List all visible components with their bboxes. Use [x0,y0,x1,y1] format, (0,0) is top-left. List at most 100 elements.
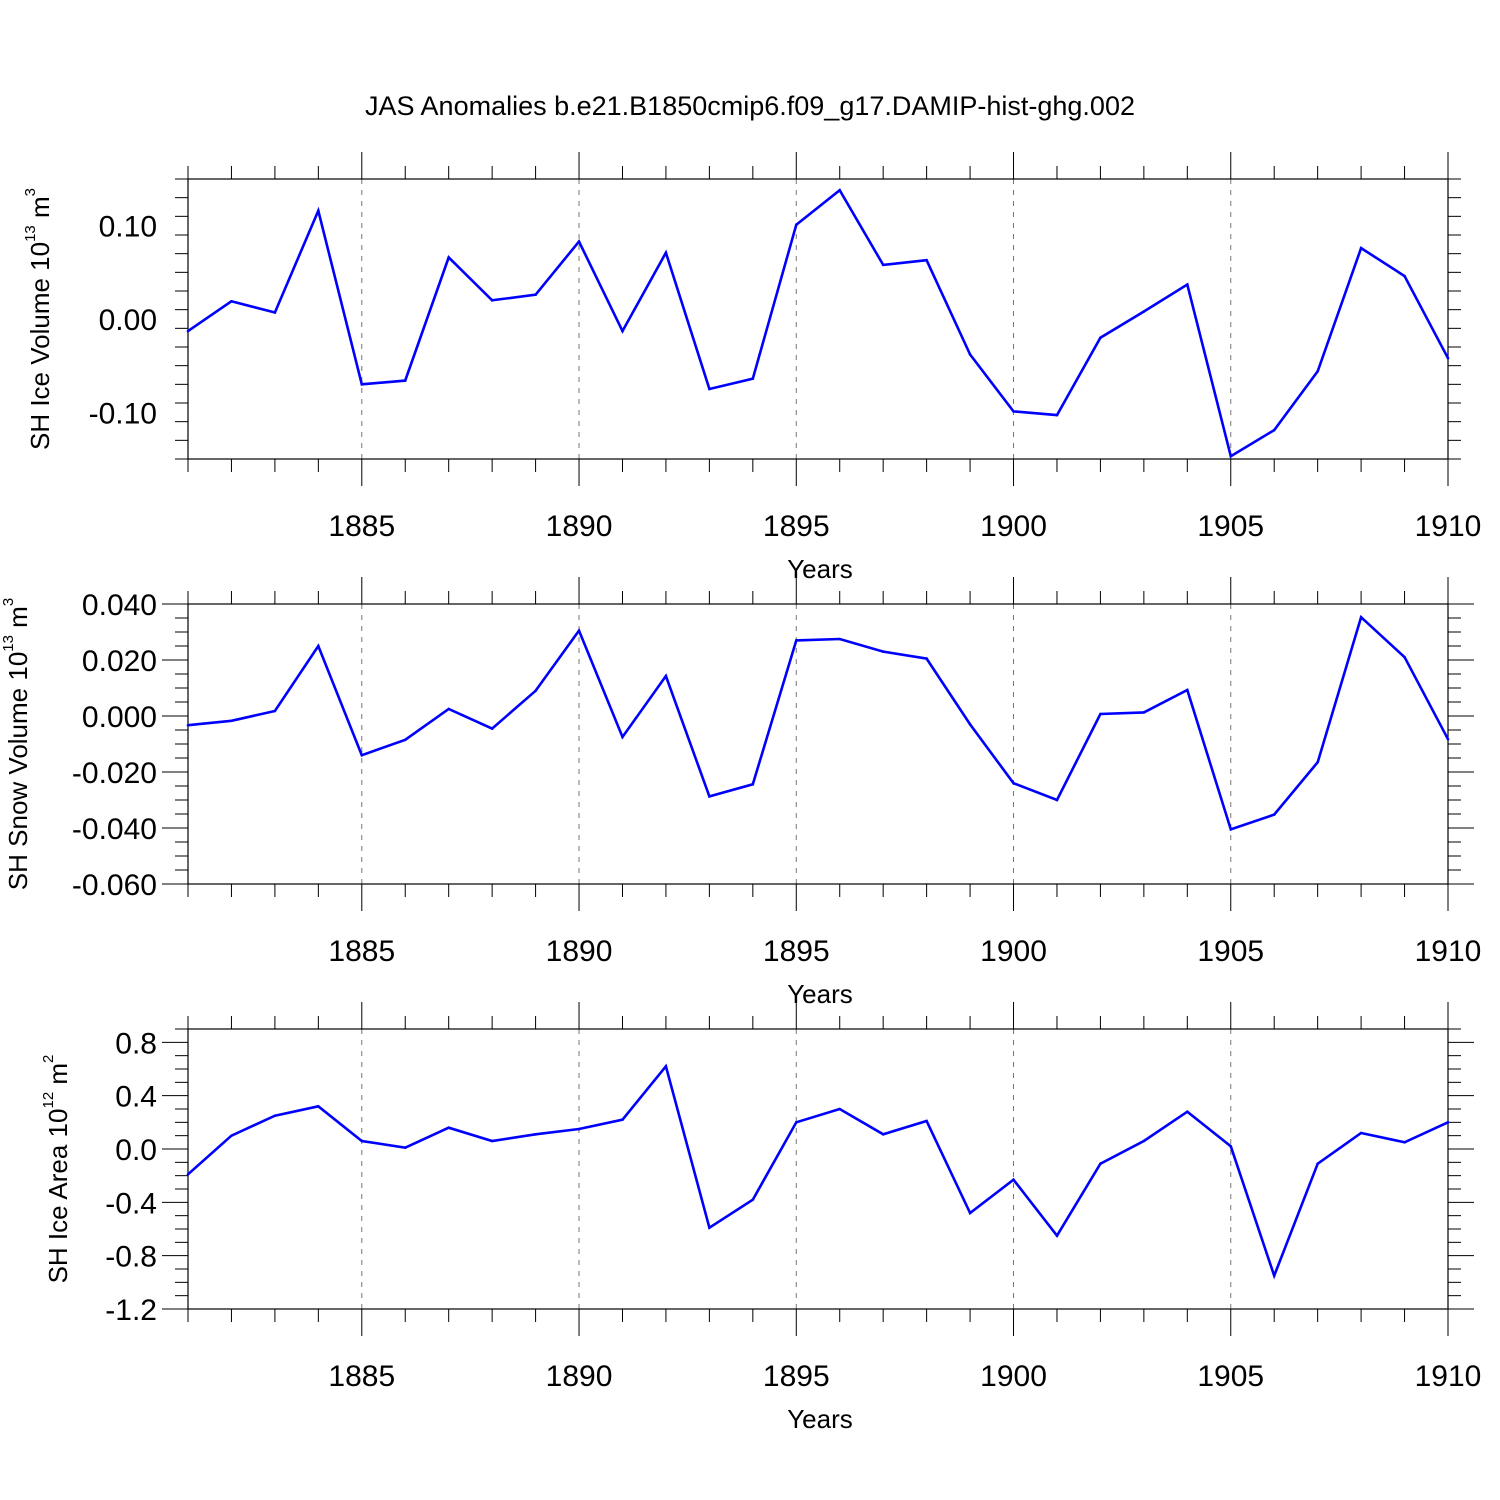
panel-2-data-point [1316,760,1319,764]
panel-1-data-point [317,209,320,213]
panel-3-data-point [230,1134,233,1137]
panel-2-ytick-label: 0.020 [82,645,157,678]
panel-2-data-point [1012,781,1015,785]
panel-2-plot-frame [187,603,1449,885]
panel-3-data-point [490,1139,494,1143]
panel-3-x-axis-label: Years [787,1404,853,1434]
panel-3-data-point [447,1126,450,1129]
panel-2-data-point [1186,688,1189,692]
panel-1-ytick-label: 0.10 [99,211,157,244]
panel-1-xtick-label: 1910 [1415,510,1482,543]
panel-3-xtick-label: 1900 [980,1360,1047,1393]
panel-2-data-point [1272,813,1276,816]
panel-1-data-point [490,299,494,302]
panel-2-data-point [1055,798,1059,802]
panel-3-ytick-label: 0.0 [115,1134,157,1167]
panel-2-data-point [360,753,364,757]
panel-3-plot-frame [187,1028,1449,1310]
panel-1-data-point [1359,246,1363,250]
panel-3-data-point [403,1146,407,1149]
panel-1-xtick-label: 1905 [1197,510,1264,543]
panel-3-xtick-label: 1910 [1415,1360,1482,1393]
panel-3-data-point [1403,1141,1406,1144]
panel-2-data-point [1403,655,1406,659]
panel-1-xtick-label: 1895 [763,510,830,543]
panel-1-data-point [968,353,972,356]
panel-2-data-point [1099,712,1102,716]
panel-1-data-point [881,263,885,267]
panel-3-ytick-label: -0.4 [105,1187,157,1220]
panel-1-xtick-label: 1885 [328,510,395,543]
panel-1-x-axis-label: Years [787,554,853,584]
panel-2-data-point [1142,711,1146,714]
panel-1-data-point [1142,310,1146,313]
panel-3-data-point [838,1107,842,1111]
panel-3-ytick-label: -0.8 [105,1241,157,1274]
panel-2-x-axis-label: Years [787,979,853,1009]
panel-2-ytick-label: -0.040 [72,813,157,846]
panel-2-data-point [708,795,711,798]
panel-1-data-point [621,329,624,333]
panel-1-data-point [1099,336,1102,339]
panel-1-data-point [664,251,668,255]
panel-1-data-point [534,293,537,297]
panel-3-y-axis-label: SH Ice Area 1012 m2 [40,1055,73,1284]
panel-3-data-point [534,1133,537,1136]
panel-2-series-line [187,614,1450,832]
panel-1-data-point [1316,369,1319,373]
panel-1-data-point [1012,410,1015,413]
panel-1-data-point [1272,428,1276,432]
panel-1-xtick-label: 1900 [980,510,1047,543]
panel-3-data-point [1316,1162,1319,1165]
panel-1-data-point [925,258,928,262]
panel-3-data-point [925,1119,928,1123]
panel-3-data-point [794,1121,798,1124]
panel-3-data-point [360,1139,364,1143]
panel-3-ytick-label: 0.8 [115,1027,157,1060]
panel-2-xtick-label: 1895 [763,935,830,968]
panel-3-data-point [577,1127,581,1131]
panel-2-data-point [403,738,407,742]
panel-1-data-point [1403,274,1406,278]
panel-1-data-point [186,329,190,333]
panel-3-ytick-label: -1.2 [105,1294,157,1327]
panel-1-data-point [751,377,755,381]
panel-1-data-point [273,311,277,314]
panel-3-xtick-label: 1890 [546,1360,613,1393]
panel-2-xtick-label: 1900 [980,935,1047,968]
panel-1-y-axis-label: SH Ice Volume 1013 m3 [22,188,55,450]
panel-2-ytick-label: 0.000 [82,701,157,734]
panel-2-data-point [317,644,320,648]
chart-title: JAS Anomalies b.e21.B1850cmip6.f09_g17.D… [365,91,1135,121]
panel-3-xtick-label: 1895 [763,1360,830,1393]
panel-3-data-point [1055,1234,1059,1237]
panel-2-xtick-label: 1910 [1415,935,1482,968]
panel-3-data-point [186,1173,190,1176]
panel-2-data-point [968,723,972,726]
panel-2-xtick-label: 1905 [1197,935,1264,968]
panel-2-data-point [490,727,494,730]
panel-2-ytick-label: 0.040 [82,589,157,622]
panel-2-data-point [621,735,624,739]
panel-1-data-point [794,223,798,227]
panel-1-data-point [577,240,581,243]
panel-3-data-point [751,1198,755,1201]
panel-2-data-point [534,689,537,693]
panel-1-data-point [360,383,364,386]
panel-3-data-point [881,1133,885,1136]
panel-1-data-point [447,256,450,259]
panel-2-data-point [577,629,581,632]
panel-3-data-point [317,1105,320,1108]
panel-2-data-point [1446,737,1450,741]
panel-2-data-point [186,723,190,727]
panel-3-data-point [1272,1274,1276,1277]
panel-3-data-point [708,1226,711,1229]
panel-2-data-point [925,657,928,660]
panel-3-xtick-label: 1885 [328,1360,395,1393]
panel-3-data-point [1142,1139,1146,1143]
panel-1-data-point [1186,283,1189,286]
panel-1-data-point [708,387,711,391]
panel-2-y-axis-label: SH Snow Volume 1013 m3 [0,598,33,890]
panel-1-data-point [403,379,407,382]
